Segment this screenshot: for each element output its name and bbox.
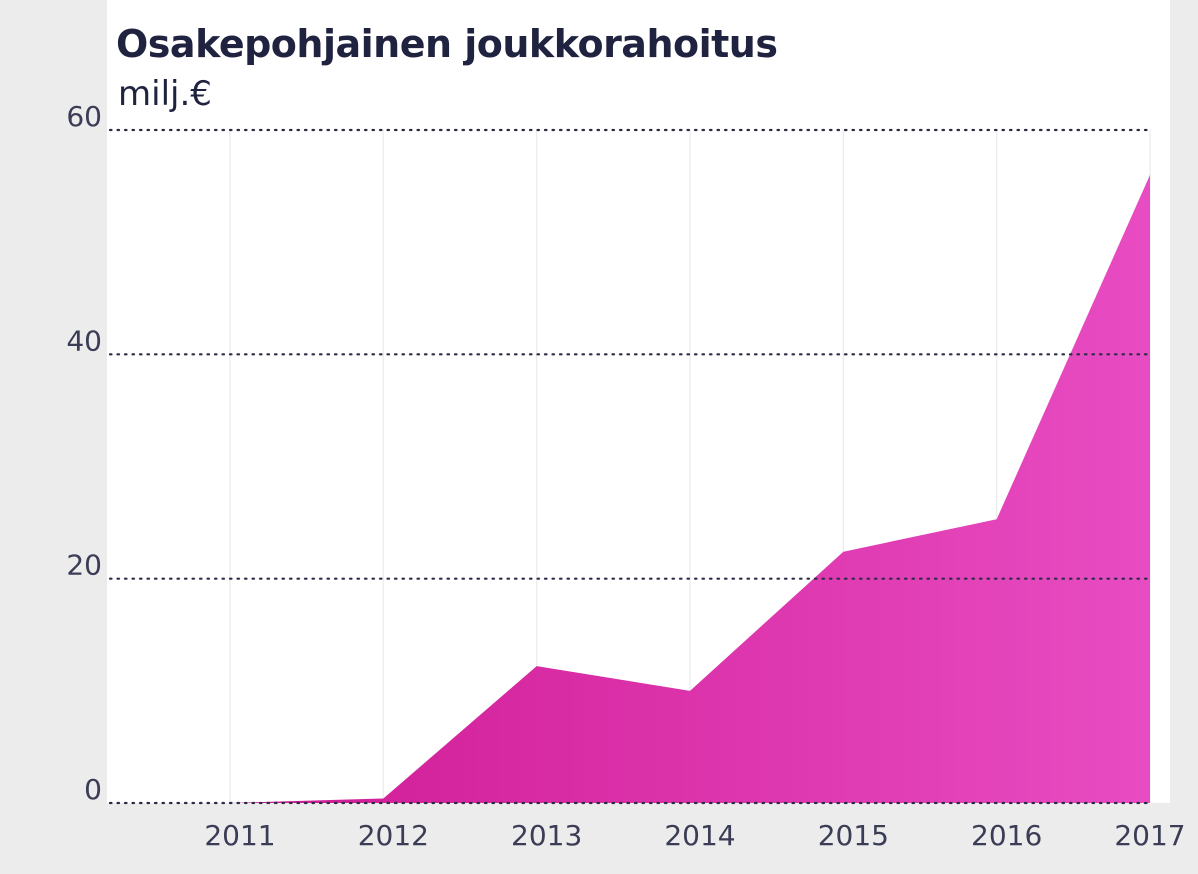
area-layer bbox=[230, 174, 1150, 803]
y-tick-label-20: 20 bbox=[66, 549, 102, 582]
x-tick-label-2015: 2015 bbox=[818, 819, 889, 852]
horizontal-grid bbox=[108, 128, 1152, 805]
y-tick-label-60: 60 bbox=[66, 100, 102, 133]
x-axis-ticks: 2011 2012 2013 2014 2015 2016 2017 bbox=[204, 819, 1185, 852]
x-tick-label-2017: 2017 bbox=[1114, 819, 1185, 852]
x-tick-label-2012: 2012 bbox=[358, 819, 429, 852]
y-tick-label-0: 0 bbox=[84, 773, 102, 806]
y-axis-ticks: 0 20 40 60 bbox=[66, 100, 102, 806]
x-tick-label-2016: 2016 bbox=[971, 819, 1042, 852]
chart-title: Osakepohjainen joukkorahoitus bbox=[116, 22, 778, 66]
x-tick-label-2014: 2014 bbox=[664, 819, 735, 852]
y-tick-label-40: 40 bbox=[66, 324, 102, 357]
x-axis-panel bbox=[0, 803, 1198, 874]
area-series bbox=[230, 174, 1150, 803]
right-margin-panel bbox=[1170, 0, 1198, 874]
x-tick-label-2013: 2013 bbox=[511, 819, 582, 852]
left-margin-panel bbox=[0, 0, 107, 874]
y-axis-unit-label: milj.€ bbox=[118, 74, 212, 114]
x-tick-label-2011: 2011 bbox=[204, 819, 275, 852]
